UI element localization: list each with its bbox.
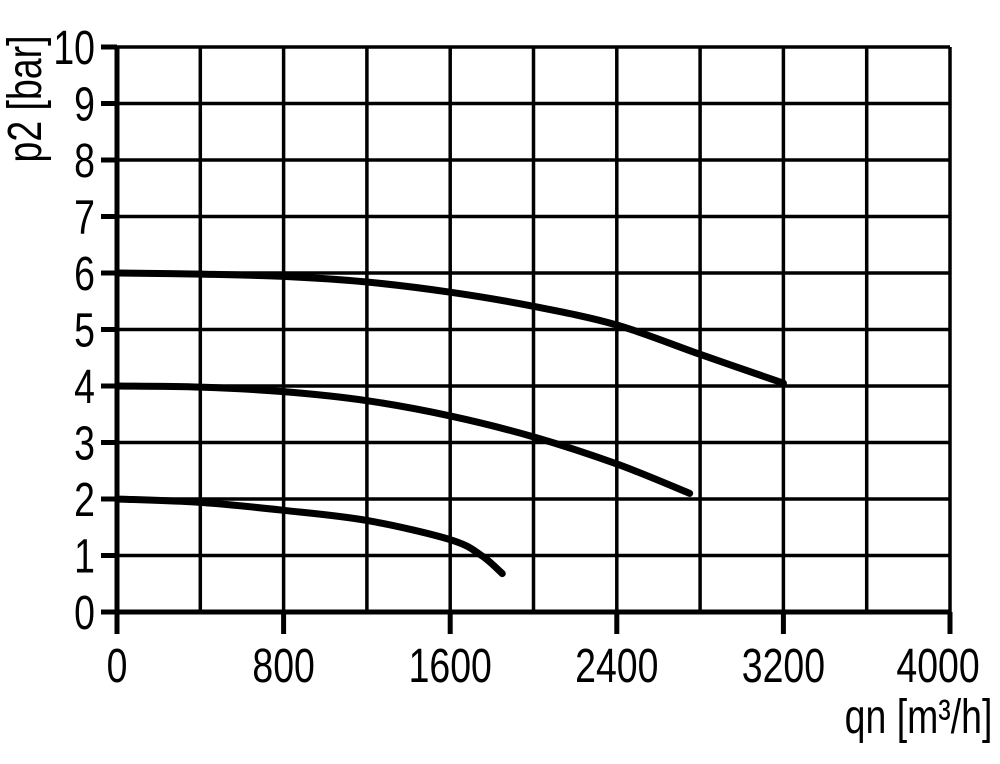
y-tick-label: 10 xyxy=(53,22,95,76)
y-tick-label: 5 xyxy=(74,304,95,358)
y-tick-label: 0 xyxy=(74,587,95,641)
y-tick-label: 7 xyxy=(74,191,95,245)
x-tick-label: 800 xyxy=(252,640,314,694)
y-axis-label: p2 [bar] xyxy=(0,35,52,163)
x-tick-label: 3200 xyxy=(742,640,825,694)
series-curve xyxy=(113,269,787,387)
y-tick-label: 4 xyxy=(74,361,95,415)
y-tick-label: 1 xyxy=(74,530,95,584)
x-tick-label: 4000 xyxy=(896,640,979,694)
y-tick-label: 6 xyxy=(74,248,95,302)
x-axis-label: qn [m³/h] xyxy=(844,691,992,744)
y-tick-label: 2 xyxy=(74,474,95,528)
y-tick-label: 8 xyxy=(74,135,95,189)
x-tick-label: 2400 xyxy=(575,640,658,694)
y-tick-label: 3 xyxy=(74,417,95,471)
series-curve xyxy=(113,382,694,497)
x-tick-label: 1600 xyxy=(409,640,492,694)
x-tick-label: 0 xyxy=(107,640,128,694)
y-tick-label: 9 xyxy=(74,78,95,132)
series-curve xyxy=(113,495,506,578)
